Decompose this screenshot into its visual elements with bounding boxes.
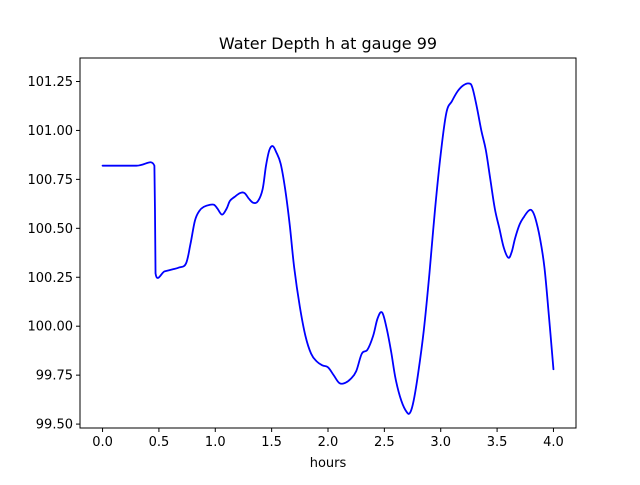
y-axis-ticks: 99.50 99.75 100.00 100.25 100.50 100.75 101.00… [28, 75, 80, 433]
x-tick-label: 0.0 [92, 435, 113, 450]
y-tick-label: 101.00 [28, 124, 74, 139]
y-tick-label: 100.00 [28, 320, 74, 335]
chart-title: Water Depth h at gauge 99 [219, 34, 437, 53]
x-tick-label: 2.0 [318, 435, 339, 450]
series-line [101, 82, 555, 415]
y-tick-label: 99.50 [36, 418, 73, 433]
x-tick-label: 1.0 [205, 435, 226, 450]
y-tick-label: 100.75 [28, 173, 74, 188]
y-tick-label: 100.25 [28, 271, 74, 286]
x-tick-label: 3.0 [430, 435, 451, 450]
x-tick-label: 2.5 [374, 435, 395, 450]
series-layer [101, 82, 555, 415]
x-tick-label: 4.0 [543, 435, 564, 450]
y-tick-label: 99.75 [36, 369, 73, 384]
y-tick-label: 101.25 [28, 75, 74, 90]
x-tick-label: 3.5 [487, 435, 508, 450]
x-axis-ticks: 0.0 0.5 1.0 1.5 2.0 2.5 3.0 3.5 4.0 [92, 428, 564, 450]
plot-area-frame [79, 57, 577, 429]
x-tick-label: 1.5 [261, 435, 282, 450]
y-tick-label: 100.50 [28, 222, 74, 237]
x-tick-label: 0.5 [149, 435, 170, 450]
x-axis-label: hours [310, 456, 347, 471]
